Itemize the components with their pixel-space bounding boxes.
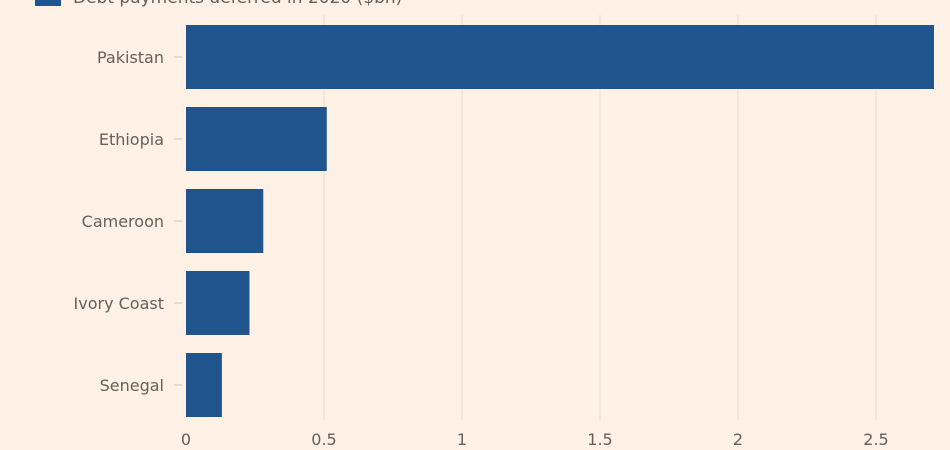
x-tick-label: 2 (733, 430, 743, 449)
bar (186, 25, 934, 89)
x-tick-label: 1 (457, 430, 467, 449)
x-tick-label: 0.5 (311, 430, 336, 449)
category-label: Ivory Coast (74, 294, 164, 313)
x-tick-label: 1.5 (587, 430, 612, 449)
x-tick-label: 2.5 (863, 430, 888, 449)
bar (186, 107, 327, 171)
bar (186, 271, 250, 335)
bar (186, 353, 222, 417)
legend: Debt payments deferred in 2020 ($bn) (35, 0, 402, 8)
legend-label: Debt payments deferred in 2020 ($bn) (73, 0, 402, 8)
x-tick-label: 0 (181, 430, 191, 449)
category-label: Pakistan (97, 48, 164, 67)
legend-swatch (35, 0, 61, 6)
category-label: Senegal (100, 376, 164, 395)
category-label: Ethiopia (99, 130, 164, 149)
category-label: Cameroon (82, 212, 164, 231)
bar (186, 189, 264, 253)
